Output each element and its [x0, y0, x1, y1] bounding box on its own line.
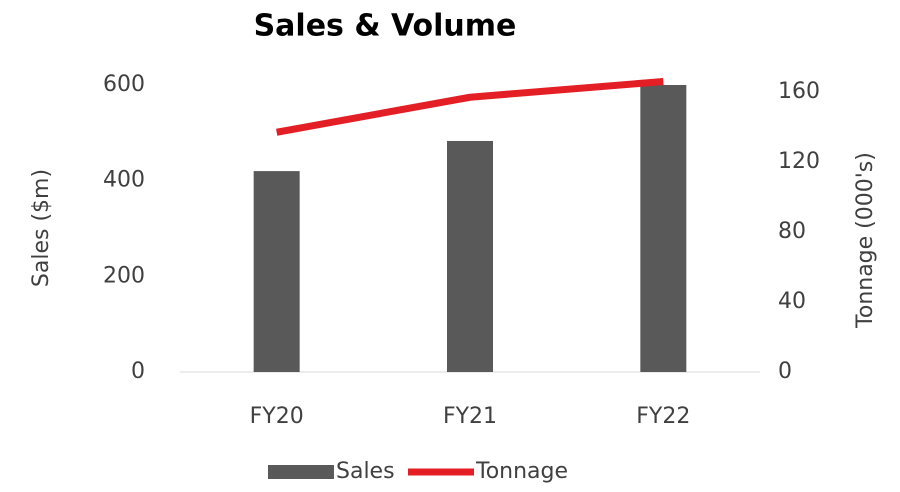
x-tick-label: FY22: [636, 404, 690, 429]
bar: [253, 171, 300, 372]
x-tick-label: FY20: [250, 404, 304, 429]
legend-label: Tonnage: [475, 459, 568, 484]
y2-tick-label: 120: [778, 149, 820, 174]
y2-axis-label: Tonnage (000's): [853, 152, 878, 329]
legend-label: Sales: [336, 459, 395, 484]
bar: [640, 85, 687, 372]
y-tick-label: 600: [103, 72, 145, 97]
y2-tick-label: 160: [778, 79, 820, 104]
y-tick-label: 200: [103, 263, 145, 288]
y-axis-label: Sales ($m): [29, 169, 54, 287]
x-tick-label: FY21: [443, 404, 497, 429]
line: [276, 78, 664, 136]
y-tick-label: 400: [103, 168, 145, 193]
legend-swatch: [268, 465, 334, 479]
y2-tick-label: 40: [778, 289, 806, 314]
y-tick-label: 0: [131, 359, 145, 384]
bar: [447, 140, 493, 372]
y2-tick-label: 80: [778, 219, 806, 244]
y2-tick-label: 0: [778, 359, 792, 384]
chart-title: Sales & Volume: [254, 9, 517, 44]
